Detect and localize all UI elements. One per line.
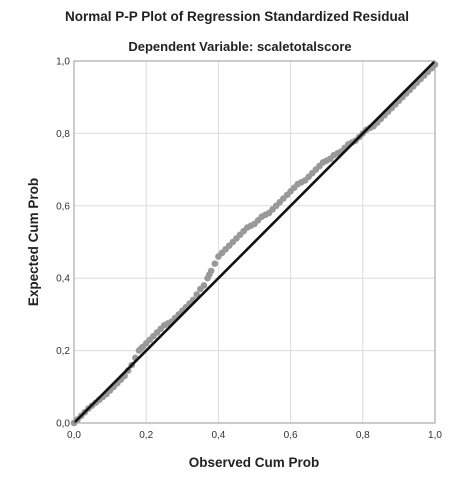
y-tick-label: 0,4 <box>56 274 70 285</box>
x-tick-label: 0,4 <box>211 430 225 441</box>
x-axis-title: Observed Cum Prob <box>189 455 320 470</box>
y-tick-label: 0,6 <box>56 201 70 212</box>
data-point <box>200 282 208 289</box>
data-point <box>193 291 201 298</box>
x-tick-label: 0,0 <box>67 430 81 441</box>
chart-subtitle: Dependent Variable: scaletotalscore <box>128 39 351 54</box>
y-axis-title: Expected Cum Prob <box>26 178 41 306</box>
y-tick-label: 0,8 <box>56 129 70 140</box>
plot-frame <box>73 60 436 424</box>
x-tick-label: 0,8 <box>356 430 370 441</box>
data-point <box>211 260 219 268</box>
data-point <box>207 267 215 275</box>
reference-diagonal-line <box>73 60 436 424</box>
y-tick-label: 0,2 <box>56 346 70 357</box>
y-tick-label: 1,0 <box>56 57 70 68</box>
x-tick-label: 1,0 <box>428 430 442 441</box>
x-tick-label: 0,2 <box>139 430 153 441</box>
y-tick-label: 0,0 <box>56 419 70 430</box>
chart-title: Normal P-P Plot of Regression Standardiz… <box>65 9 409 24</box>
x-tick-label: 0,6 <box>284 430 298 441</box>
axis-ticks: 0,00,0 0,2 0,2 0,4 0,4 0,6 0,6 0,8 0,8 1,0 1,0 <box>56 57 442 442</box>
